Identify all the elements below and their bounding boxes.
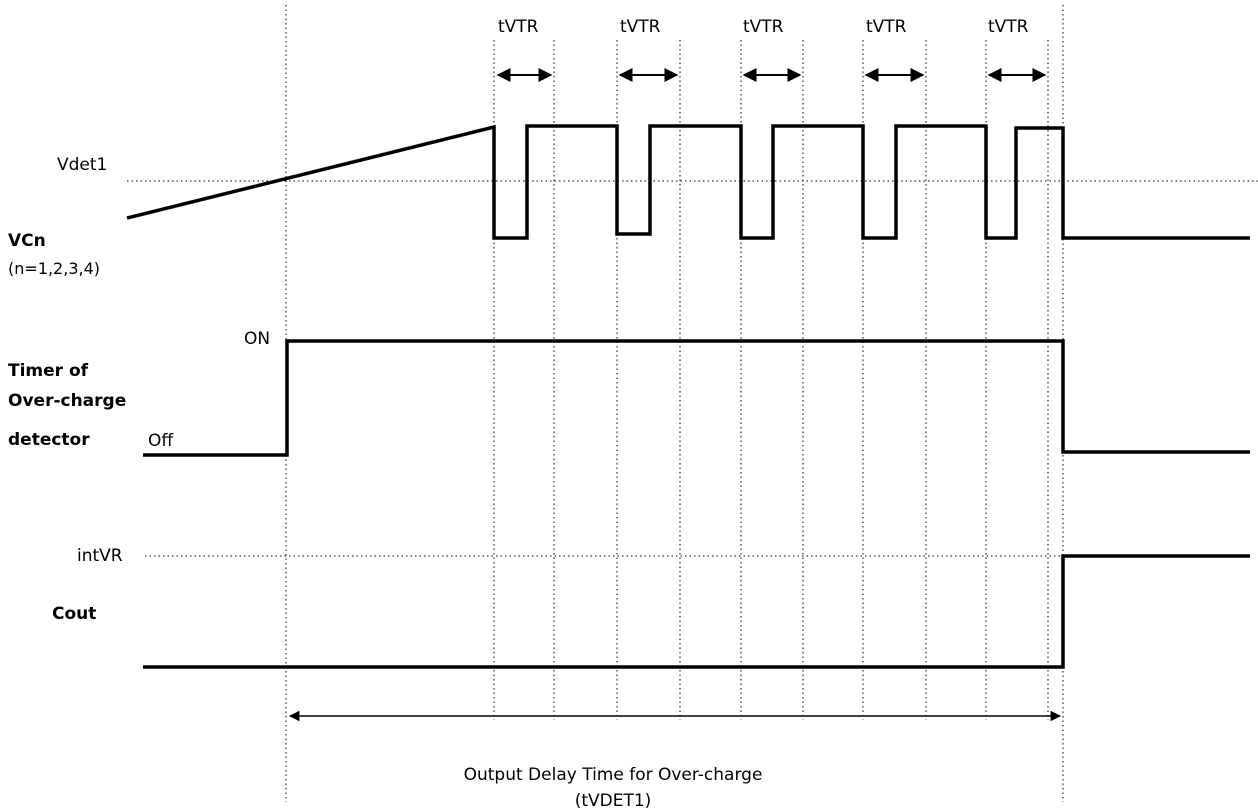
tvtr-label-5: tVTR <box>988 17 1029 37</box>
tvtr-label-2: tVTR <box>620 17 661 37</box>
output-delay-label-line1: Output Delay Time for Over-charge <box>464 765 763 785</box>
vdet1-label: Vdet1 <box>57 155 107 175</box>
timer-label-line1: Timer of <box>8 361 89 381</box>
timer-label-line2: Over-charge <box>8 391 126 411</box>
vcn-waveform <box>126 124 1250 240</box>
timer-waveform <box>143 339 1250 457</box>
intvr-label: intVR <box>77 546 123 566</box>
output-delay-label-line2: (tVDET1) <box>575 791 652 811</box>
tvtr-label-1: tVTR <box>498 17 539 37</box>
timer-label-line3: detector <box>8 430 90 450</box>
vcn-label: VCn <box>8 231 46 251</box>
vcn-sub-label: (n=1,2,3,4) <box>8 259 100 278</box>
reference-lines <box>127 180 1258 557</box>
off-label: Off <box>148 431 174 451</box>
cout-label: Cout <box>52 604 96 624</box>
tvtr-label-4: tVTR <box>866 17 907 37</box>
on-label: ON <box>244 329 270 349</box>
cout-waveform <box>143 554 1250 669</box>
tvtr-label-3: tVTR <box>743 17 784 37</box>
